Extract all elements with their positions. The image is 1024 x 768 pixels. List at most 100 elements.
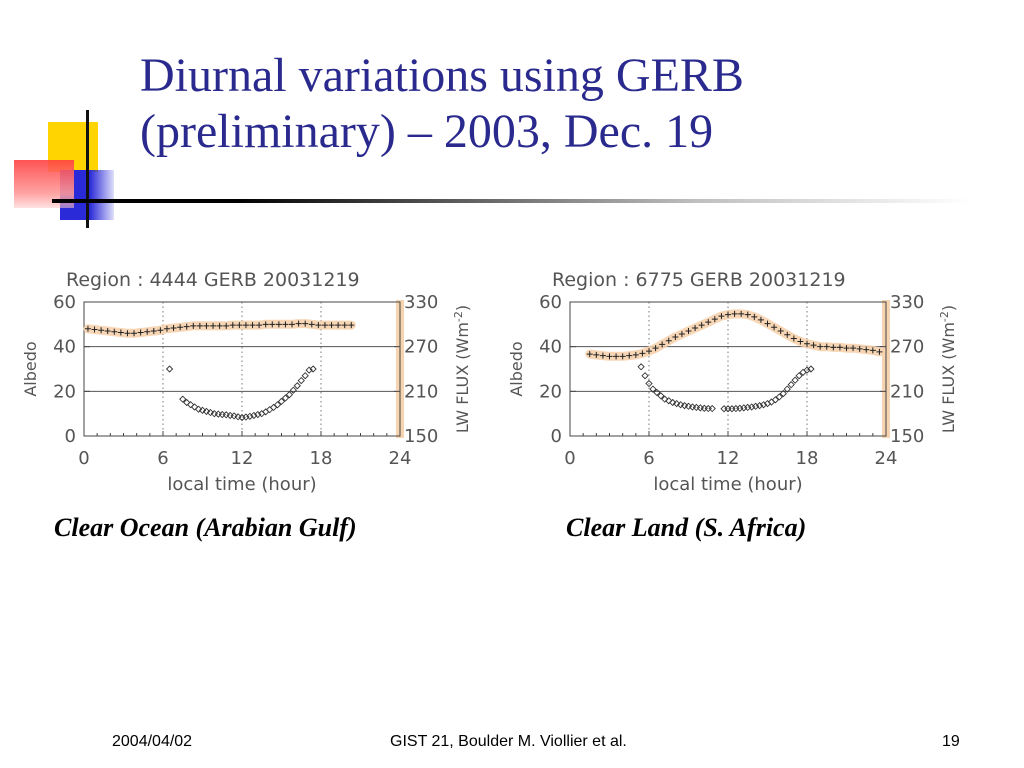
lw-flux-point: [177, 324, 184, 331]
lw-flux-point: [289, 321, 296, 328]
albedo-point: [637, 363, 645, 371]
albedo-point: [297, 376, 305, 385]
albedo-point: [289, 386, 297, 394]
lw-flux-point: [282, 321, 289, 328]
lw-flux-point: [810, 342, 817, 349]
lw-flux-point: [830, 344, 837, 351]
albedo-point: [202, 407, 211, 416]
x-tick-label: 24: [875, 448, 898, 469]
x-tick-label: 24: [389, 448, 412, 469]
albedo-point: [649, 385, 657, 393]
albedo-point: [262, 408, 270, 416]
lw-flux-point: [236, 322, 243, 329]
albedo-point: [783, 385, 791, 393]
lw-flux-point: [718, 313, 725, 320]
deco-rule: [52, 199, 972, 203]
lw-flux-point: [698, 322, 705, 329]
title-line-1: Diurnal variations using GERB: [140, 49, 744, 102]
albedo-point: [266, 406, 274, 414]
lw-flux-point: [863, 346, 870, 353]
albedo-point: [665, 397, 673, 405]
lw-flux-point: [725, 311, 731, 318]
x-tick-label: 0: [78, 448, 89, 469]
lw-flux-point: [626, 352, 633, 359]
albedo-point: [748, 403, 756, 411]
y-axis-label: Albedo: [507, 341, 526, 396]
albedo-point: [250, 411, 258, 420]
lw-flux-point: [705, 319, 712, 326]
lw-flux-point: [738, 310, 745, 317]
lw-flux-point: [836, 344, 843, 351]
lw-flux-point: [229, 322, 236, 329]
lw-flux-point: [843, 345, 850, 352]
albedo-point: [752, 402, 760, 410]
albedo-point: [661, 395, 669, 403]
page-title: Diurnal variations using GERB (prelimina…: [140, 48, 1000, 160]
lw-flux-point: [163, 325, 170, 332]
y2-axis-label: LW FLUX (Wm-2): [452, 305, 472, 433]
lw-flux-point: [876, 348, 883, 355]
lw-flux-point: [692, 325, 699, 332]
albedo-point: [254, 410, 262, 419]
albedo-point: [657, 392, 665, 400]
lw-flux-point: [203, 322, 210, 329]
albedo-point: [795, 372, 803, 380]
y2-tick-label: 150: [890, 426, 924, 447]
albedo-point: [787, 380, 795, 389]
y2-tick-label: 330: [890, 292, 924, 313]
lw-flux-point: [613, 353, 620, 360]
x-tick-label: 12: [231, 448, 254, 469]
lw-flux-point: [659, 341, 666, 348]
lw-flux-point: [784, 331, 791, 338]
x-axis-label: local time (hour): [653, 474, 802, 495]
footer-presentation-info: GIST 21, Boulder M. Viollier et al.: [390, 733, 627, 750]
albedo-point: [285, 391, 294, 399]
footer-page-number: 19: [942, 733, 960, 750]
chart-title: Region : 6775 GERB 20031219: [552, 269, 846, 291]
albedo-point: [653, 388, 661, 397]
chart-title: Region : 4444 GERB 20031219: [66, 269, 360, 291]
lw-flux-point: [685, 328, 692, 335]
chart-clear-land: Region : 6775 GERB 20031219 0 6 12 18 24 0 20 40…: [500, 258, 958, 503]
lw-flux-point: [744, 311, 751, 318]
x-tick-label: 18: [796, 448, 819, 469]
y2-tick-label: 330: [404, 292, 438, 313]
lw-flux-point: [104, 328, 111, 335]
footer-date: 2004/04/02: [112, 733, 193, 750]
lw-flux-point: [665, 337, 672, 344]
albedo-point: [641, 372, 649, 380]
albedo-point: [293, 382, 301, 390]
lw-flux-point: [606, 353, 613, 360]
albedo-point: [273, 401, 282, 409]
y-tick-label: 60: [53, 292, 76, 313]
albedo-point: [179, 395, 187, 403]
albedo-point: [807, 365, 815, 373]
albedo-point: [708, 404, 716, 413]
caption-clear-ocean: Clear Ocean (Arabian Gulf): [54, 513, 357, 542]
albedo-point: [755, 401, 764, 410]
albedo-point: [281, 394, 290, 402]
y-tick-label: 40: [53, 337, 76, 358]
lw-flux-point: [850, 345, 857, 352]
lw-flux-point: [249, 322, 256, 329]
albedo-point: [728, 405, 736, 413]
albedo-point: [305, 366, 313, 374]
lw-flux-point: [170, 325, 177, 332]
albedo-point: [230, 412, 238, 420]
lw-flux-point: [117, 329, 124, 336]
lw-flux-point: [711, 316, 718, 323]
lw-flux-point: [823, 343, 830, 350]
lw-flux-point: [84, 325, 91, 332]
lw-flux-point: [157, 327, 164, 334]
albedo-point: [187, 401, 195, 409]
lw-flux-point: [216, 322, 223, 329]
lw-flux-point: [619, 353, 626, 360]
x-tick-label: 6: [643, 448, 654, 469]
x-tick-label: 18: [310, 448, 333, 469]
lw-flux-point: [856, 345, 863, 352]
albedo-point: [676, 401, 685, 409]
albedo-point: [198, 406, 207, 414]
lw-flux-point: [210, 322, 217, 329]
y-axis-label: Albedo: [21, 341, 40, 396]
lw-flux-point: [321, 322, 328, 329]
